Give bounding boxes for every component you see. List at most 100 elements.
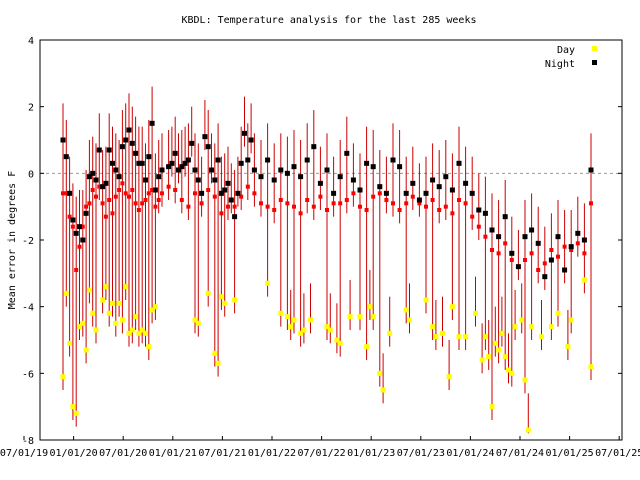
y-tick-label: -6 [22,369,34,380]
mean-point [130,188,135,192]
mean-point [358,204,362,209]
day-point [192,317,198,323]
night-point [443,174,449,180]
mean-point [509,258,514,262]
mean-point [94,194,98,199]
x-tick-label: 01/01/23 [347,448,395,459]
night-point [182,160,188,166]
night-point [390,157,396,163]
mean-point [143,198,148,202]
night-point [80,237,86,243]
night-point [304,157,310,163]
night-point [166,164,172,170]
day-point [430,324,436,330]
night-point [146,154,152,160]
day-point [110,300,115,306]
day-point [298,330,304,336]
night-point [129,140,135,146]
x-tick-label: 01/01/21 [149,448,197,459]
mean-point [417,201,422,206]
x-tick-label: 01/01/24 [446,448,494,459]
day-point [103,284,109,290]
day-point [93,327,99,333]
night-point [298,174,304,180]
mean-point [443,204,448,209]
x-tick-label: 01/01/22 [248,448,296,459]
day-point [449,304,455,310]
day-point [113,320,119,326]
mean-point [470,214,475,219]
day-point [265,280,271,286]
night-point [222,187,228,193]
night-point [324,167,330,173]
night-point [199,190,205,196]
day-point [357,314,363,320]
night-point [357,187,363,193]
night-point [581,237,587,243]
y-tick-label: 4 [28,36,34,47]
day-point [67,340,73,346]
day-point [100,297,106,303]
mean-point [582,251,587,256]
day-point [284,314,290,320]
mean-point [569,248,574,252]
day-point [308,317,313,323]
night-point [370,164,376,170]
day-point [212,350,218,356]
day-point [499,330,505,336]
day-point [149,307,155,313]
legend-label-day: Day [557,45,575,56]
night-point [449,187,455,193]
day-point [529,324,535,330]
night-point [265,157,271,163]
day-point [86,287,92,293]
mean-point [305,198,310,202]
night-point [555,234,561,240]
mean-point [278,198,283,202]
night-point [152,187,158,193]
x-tick-label: 07/01/20 [99,448,147,459]
day-point [136,330,142,336]
night-point [529,227,535,233]
y-axis-label: Mean error in degrees F [7,171,18,309]
mean-point [575,241,580,246]
mean-point [556,254,560,259]
night-point [205,144,211,150]
mean-point [285,201,290,206]
day-point [133,314,139,320]
day-point [519,317,525,323]
x-tick-label: 07/01/21 [198,448,246,459]
plot-area: 420-2-4-6-807/01/19 01/01/20 07/01/20 01/01… [0,36,640,459]
night-point [436,184,442,190]
legend: Day Night [545,45,597,70]
day-point [83,347,89,353]
day-point [496,347,502,353]
mean-point [156,198,161,202]
night-point [192,167,198,173]
mean-point [70,224,75,229]
mean-point [64,191,69,196]
night-point [548,257,554,263]
night-point [60,137,66,143]
night-point [77,224,82,230]
night-point [93,177,99,183]
night-point [126,127,132,133]
night-point [522,234,528,240]
night-point [535,240,541,246]
y-tick-label: 2 [28,103,34,114]
day-point [60,374,66,380]
night-point [106,147,112,153]
mean-point [424,204,428,209]
mean-point [107,198,112,202]
mean-point [160,191,164,196]
mean-point [562,244,567,249]
day-point [387,330,393,336]
mean-point [523,258,527,262]
mean-point [371,194,376,199]
night-point [509,250,515,256]
mean-point [377,191,382,196]
mean-point [391,201,395,206]
night-point [311,144,317,150]
night-point [502,214,508,220]
day-point [479,357,485,363]
